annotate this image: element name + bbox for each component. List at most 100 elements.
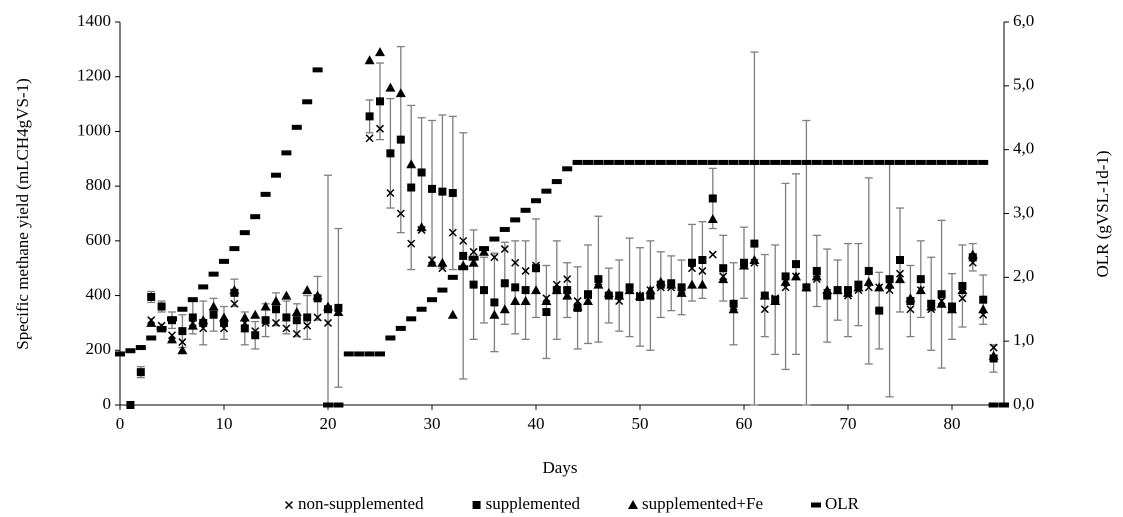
triangle-marker [853, 282, 864, 292]
triangle-marker [770, 296, 781, 306]
dash-marker [135, 345, 146, 351]
x-marker [573, 297, 582, 306]
x-marker [407, 239, 416, 248]
legend-label: non-supplemented [298, 494, 424, 513]
x-marker [906, 305, 915, 314]
triangle-marker [947, 304, 957, 314]
dash-marker [687, 159, 697, 165]
square-marker [480, 286, 488, 295]
dash-marker [895, 159, 905, 165]
triangle-marker [676, 287, 687, 297]
x-marker [284, 500, 294, 510]
square-marker [563, 286, 572, 295]
x-tick-label: 0 [116, 414, 125, 433]
dash-marker [260, 191, 271, 197]
dash-marker [593, 159, 604, 165]
triangle-marker [291, 306, 302, 316]
triangle-marker [499, 304, 510, 314]
dash-marker [281, 150, 292, 156]
square-marker [459, 251, 468, 260]
x-tick-label: 10 [216, 414, 233, 433]
square-marker [147, 292, 156, 301]
dash-marker [791, 159, 801, 165]
square-marker [708, 194, 717, 203]
triangle-marker [635, 290, 645, 300]
triangle-marker [531, 285, 541, 295]
square-marker [677, 283, 686, 292]
dash-marker [759, 159, 770, 165]
triangle-marker [666, 279, 677, 289]
dash-marker [323, 402, 333, 408]
x-marker [313, 313, 322, 322]
error-bar [802, 119, 811, 406]
dash-marker [437, 287, 448, 293]
dash-marker [458, 265, 469, 271]
dash-marker [624, 159, 635, 165]
dash-marker [666, 159, 677, 165]
dash-marker [447, 274, 458, 280]
dash-marker [967, 159, 978, 165]
triangle-marker [375, 47, 385, 57]
triangle-marker [229, 285, 240, 295]
x-marker [563, 275, 572, 284]
x-marker [511, 258, 520, 267]
dash-marker [489, 236, 500, 242]
dash-marker [822, 159, 833, 165]
dash-marker [406, 316, 417, 322]
triangle-marker [541, 296, 552, 306]
square-marker [781, 272, 790, 281]
triangle-marker [239, 312, 250, 322]
triangle-marker [364, 55, 375, 65]
x-tick-label: 60 [736, 414, 753, 433]
x-marker [490, 253, 499, 262]
square-marker [469, 280, 478, 289]
x-marker [178, 338, 187, 347]
dash-marker [312, 67, 323, 73]
square-marker [303, 313, 312, 322]
triangle-marker [219, 312, 229, 322]
triangle-marker [655, 276, 666, 286]
dash-marker [239, 230, 250, 236]
square-marker [220, 318, 228, 327]
dash-marker [583, 159, 593, 165]
triangle-marker [843, 287, 853, 297]
dash-marker [905, 159, 916, 165]
square-marker [417, 168, 426, 177]
dash-marker [125, 348, 136, 354]
triangle-marker [895, 274, 905, 284]
dash-marker [302, 99, 313, 105]
error-bar [324, 174, 332, 406]
dash-marker [520, 207, 531, 213]
square-marker [584, 290, 592, 299]
dash-marker [187, 297, 198, 303]
x-marker [989, 343, 998, 352]
dash-marker [208, 271, 219, 277]
dash-marker [697, 159, 708, 165]
dash-marker [811, 159, 822, 165]
x-marker [760, 305, 769, 314]
square-marker [896, 256, 904, 265]
legend: non-supplemented supplemented supplemented… [284, 494, 860, 513]
square-marker [521, 286, 530, 295]
triangle-marker [447, 309, 458, 319]
square-marker [472, 501, 481, 509]
dash-marker [551, 179, 562, 185]
square-marker [937, 290, 946, 299]
triangle-marker [905, 293, 916, 303]
error-bar [750, 51, 759, 406]
x-marker [386, 188, 395, 198]
dash-marker [479, 246, 489, 252]
y-tick-label: 1200 [77, 66, 111, 85]
triangle-marker [437, 257, 448, 267]
square-marker [188, 313, 197, 322]
square-marker [292, 316, 301, 325]
y-tick-label: 1400 [77, 11, 111, 30]
square-marker [261, 316, 270, 325]
dash-marker [978, 159, 989, 165]
square-marker [386, 149, 395, 158]
triangle-marker [791, 271, 801, 281]
x-marker [521, 266, 530, 275]
triangle-marker [697, 279, 708, 289]
square-marker [490, 298, 499, 307]
x-tick-label: 30 [424, 414, 441, 433]
